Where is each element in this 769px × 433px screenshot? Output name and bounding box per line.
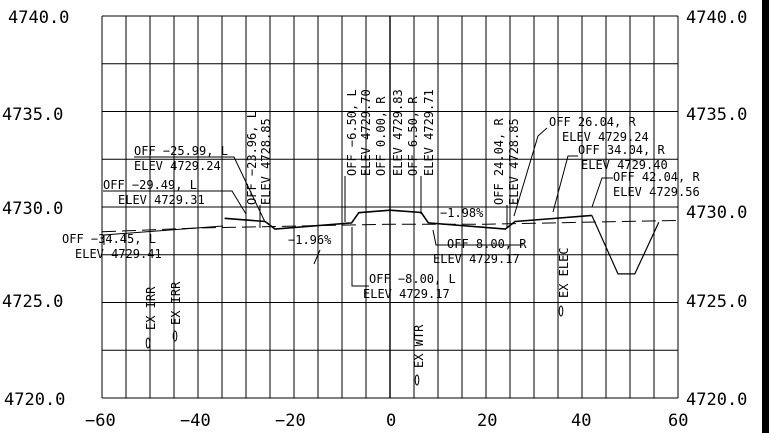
leader-r4 <box>591 177 613 208</box>
x-label-20: 20 <box>477 411 497 431</box>
vcallout-v2-elev: ELEV 4729.70 <box>359 89 373 176</box>
vcallout-v5-elev: ELEV 4728.85 <box>507 118 521 205</box>
leader-r3 <box>552 155 578 213</box>
callout-l3-off: OFF −34.45, L <box>62 232 156 246</box>
callout-r2-off: OFF 26.04, R <box>549 115 636 129</box>
y-label-4735-left: 4735.0 <box>2 105 63 125</box>
callout-r3-off: OFF 34.04, R <box>578 143 665 157</box>
y-label-4720-left: 4720.0 <box>4 390 65 410</box>
leader-r1 <box>432 229 523 246</box>
vcallout-v4-off: OFF 6.50, R <box>406 96 420 176</box>
vcallout-v2-off: OFF −6.50, L <box>345 89 359 176</box>
callout-r3-elev: ELEV 4729.40 <box>581 158 668 172</box>
right-edge-bar <box>762 0 769 433</box>
x-label-60: 60 <box>668 411 688 431</box>
utilities: EX IRR EX IRR EX WTR EX ELEC <box>144 247 571 386</box>
y-label-4730-right: 4730.0 <box>686 203 747 223</box>
callout-l1-elev: ELEV 4729.24 <box>134 159 221 173</box>
callout-l3-elev: ELEV 4729.41 <box>75 247 162 261</box>
y-label-4740-right: 4740.0 <box>686 8 747 28</box>
callout-l2-off: OFF −29.49, L <box>103 178 197 192</box>
slope-left-label: −1.96% <box>288 233 332 247</box>
x-label-m40: −40 <box>180 411 211 431</box>
utility-irr1-marker <box>145 337 151 349</box>
callout-r4-off: OFF 42.04, R <box>613 170 700 184</box>
proposed-section-line <box>224 209 592 230</box>
utility-irr2-label: EX IRR <box>169 281 183 325</box>
callout-l4-elev: ELEV 4729.17 <box>363 287 450 301</box>
callouts: OFF −25.99, L ELEV 4729.24 OFF −29.49, L… <box>62 115 700 301</box>
callout-r1-off: OFF 8.00, R <box>447 237 527 251</box>
y-axis-labels-left: 4740.0 4735.0 4730.0 4725.0 4720.0 <box>2 8 69 410</box>
leader-r2 <box>513 127 548 217</box>
leader-l1 <box>134 156 266 223</box>
vcallout-v3-off: OFF 0.00, R <box>374 96 388 176</box>
utility-irr2-marker <box>172 330 178 342</box>
x-label-40: 40 <box>571 411 591 431</box>
callout-leaders <box>103 127 613 287</box>
callout-l4-off: OFF −8.00, L <box>369 272 456 286</box>
callout-l1-off: OFF −25.99, L <box>134 144 228 158</box>
y-label-4740-left: 4740.0 <box>8 8 69 28</box>
vcallout-v1-elev: ELEV 4728.85 <box>259 118 273 205</box>
leader-l3 <box>103 225 224 245</box>
slope-left-arrow <box>313 249 321 265</box>
leader-l4 <box>351 227 369 287</box>
y-label-4725-left: 4725.0 <box>2 292 63 312</box>
vcallout-v5-off: OFF 24.04, R <box>492 118 506 205</box>
utility-wtr-label: EX WTR <box>412 324 426 368</box>
x-label-m20: −20 <box>275 411 306 431</box>
x-label-m60: −60 <box>85 411 116 431</box>
y-label-4725-right: 4725.0 <box>686 292 747 312</box>
vcallout-v4-elev: ELEV 4729.71 <box>422 89 436 176</box>
callout-l2-elev: ELEV 4729.31 <box>118 193 205 207</box>
slope-labels: −1.96% −1.98% <box>288 206 484 265</box>
callout-r4-elev: ELEV 4729.56 <box>613 185 700 199</box>
callout-r2-elev: ELEV 4729.24 <box>562 130 649 144</box>
ditch-line <box>591 215 660 275</box>
existing-ground-line <box>101 219 679 233</box>
y-axis-labels-right: 4740.0 4735.0 4730.0 4725.0 4720.0 <box>686 8 747 410</box>
y-label-4720-right: 4720.0 <box>686 390 747 410</box>
utility-elec-marker <box>558 305 564 317</box>
leader-l2 <box>103 190 247 215</box>
vcallout-v1-off: OFF −23.96, L <box>245 111 259 205</box>
callout-r1-elev: ELEV 4729.17 <box>433 252 520 266</box>
y-label-4735-right: 4735.0 <box>686 105 747 125</box>
x-label-0: 0 <box>386 411 396 431</box>
y-label-4730-left: 4730.0 <box>2 199 63 219</box>
utility-wtr-marker <box>414 374 420 386</box>
utility-elec-label: EX ELEC <box>557 247 571 298</box>
vcallout-v3-elev: ELEV 4729.83 <box>391 89 405 176</box>
x-axis-labels: −60 −40 −20 0 20 40 60 <box>85 411 688 431</box>
vertical-callouts: OFF −23.96, L ELEV 4728.85 OFF −6.50, L … <box>245 89 521 205</box>
utility-irr1-label: EX IRR <box>144 286 158 330</box>
slope-right-label: −1.98% <box>440 206 484 220</box>
